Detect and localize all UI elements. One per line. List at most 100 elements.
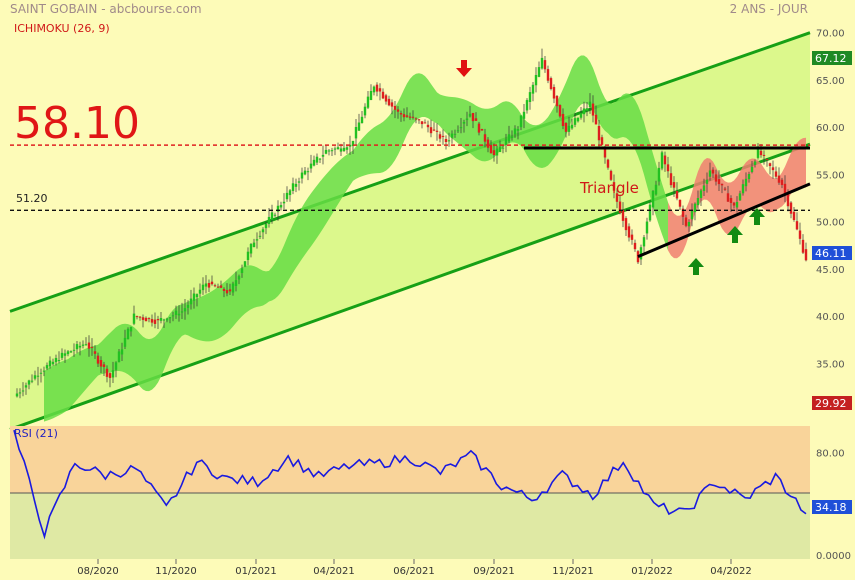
candle-body	[285, 192, 289, 200]
candle-body	[537, 67, 541, 77]
x-tick-label: 01/2022	[631, 566, 673, 577]
candle-body	[513, 128, 517, 135]
candle-body	[318, 158, 322, 160]
candle-body	[426, 124, 430, 128]
candle-body	[90, 346, 94, 348]
candle-body	[291, 183, 295, 191]
candle-body	[726, 193, 730, 202]
candle-body	[552, 87, 556, 99]
candle-body	[405, 115, 409, 117]
candle-body	[75, 344, 79, 350]
candle-body	[144, 317, 148, 322]
candle-body	[84, 344, 88, 346]
candle-body	[588, 101, 592, 108]
channel-upper-line	[9, 31, 811, 313]
candle-body	[453, 133, 457, 135]
candle-body	[624, 218, 628, 231]
candle-body	[411, 116, 415, 118]
candle-body	[339, 148, 343, 152]
candle-body	[516, 129, 520, 131]
candle-body	[591, 103, 595, 116]
candle-body	[156, 319, 160, 321]
candle-body	[228, 289, 232, 292]
candle-body	[492, 150, 496, 156]
candle-body	[666, 164, 670, 172]
last-price-badge: 46.11	[812, 246, 852, 260]
candle-body	[540, 57, 544, 69]
candle-body	[570, 124, 574, 129]
candle-body	[804, 249, 808, 261]
rsi-upper-zone	[10, 426, 810, 493]
candle-body	[381, 91, 385, 99]
candle-body	[330, 150, 334, 152]
candle-body	[357, 122, 361, 131]
candle-body	[93, 351, 97, 354]
candle-body	[744, 178, 748, 187]
candle-body	[117, 351, 121, 363]
candle-body	[213, 285, 217, 287]
candle-body	[690, 210, 694, 220]
candle-body	[420, 121, 424, 125]
candle-body	[39, 372, 43, 374]
candle-body	[114, 362, 118, 370]
candle-body	[639, 247, 643, 260]
candle-body	[435, 130, 439, 132]
candle-body	[24, 385, 28, 388]
candle-body	[477, 123, 481, 133]
x-tick-label: 04/2022	[710, 566, 752, 577]
x-tick-label: 11/2021	[552, 566, 594, 577]
candle-body	[573, 118, 577, 125]
candle-body	[441, 135, 445, 137]
candle-body	[171, 315, 175, 317]
candle-body	[366, 96, 370, 108]
rsi-label: RSI (21)	[14, 427, 58, 440]
cloud-bull	[44, 55, 668, 422]
candle-body	[717, 179, 721, 185]
candle-body	[375, 84, 379, 92]
rsi-last-badge: 34.18	[812, 500, 852, 514]
candle-body	[696, 197, 700, 206]
candle-body	[99, 360, 103, 367]
candle-body	[57, 360, 61, 362]
candle-body	[42, 370, 46, 372]
candle-body	[306, 171, 310, 173]
candle-body	[675, 190, 679, 199]
rsi-last-value: 34.18	[815, 501, 847, 514]
triangle-label: Triangle	[579, 179, 639, 197]
chart-title: SAINT GOBAIN - abcbourse.com	[10, 2, 202, 16]
candle-body	[240, 268, 244, 273]
candle-body	[780, 179, 784, 185]
candle-body	[447, 140, 451, 142]
candle-body	[165, 318, 169, 321]
candle-body	[369, 90, 373, 101]
candle-body	[297, 181, 301, 183]
candle-body	[768, 163, 772, 167]
candle-body	[225, 290, 229, 294]
candle-body	[495, 148, 499, 156]
candle-body	[264, 224, 268, 229]
candle-body	[96, 355, 100, 364]
candle-body	[711, 169, 715, 174]
candle-body	[627, 226, 631, 238]
candle-body	[474, 118, 478, 121]
candle-body	[219, 285, 223, 288]
candle-body	[396, 109, 400, 112]
candle-body	[132, 313, 136, 324]
date-axis: 08/2020 11/2020 01/2021 04/2021 06/2021 09/20…	[77, 559, 752, 577]
candle-body	[60, 352, 64, 358]
candle-body	[252, 242, 256, 248]
candle-body	[693, 203, 697, 213]
candle-body	[186, 304, 190, 308]
candle-body	[747, 174, 751, 180]
candle-body	[555, 96, 559, 107]
candle-body	[237, 276, 241, 280]
x-tick-label: 09/2021	[473, 566, 515, 577]
candle-body	[288, 190, 292, 196]
candle-body	[738, 193, 742, 201]
candle-body	[741, 184, 745, 194]
candle-body	[450, 133, 454, 138]
candle-body	[138, 316, 142, 318]
candle-body	[444, 138, 448, 142]
candle-body	[705, 179, 709, 184]
candle-body	[135, 316, 139, 318]
